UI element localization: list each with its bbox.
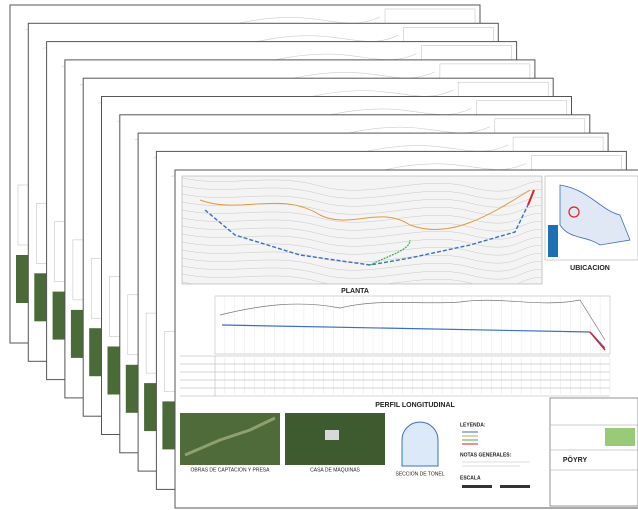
- penstock-profile: [589, 331, 606, 351]
- legend-title: LEYENDA:: [460, 422, 486, 428]
- photo-caption: CASA DE MAQUINAS: [310, 467, 360, 473]
- location-map: [559, 184, 631, 246]
- penstock: [527, 189, 535, 206]
- front-sheet: PLANTA UBICACION PERFIL LONGITUDINAL OBR…: [174, 169, 638, 509]
- contour: [182, 185, 542, 200]
- aerial-photo: [180, 413, 280, 465]
- contour: [182, 193, 542, 208]
- contour: [182, 273, 542, 284]
- location-legend-bar: [548, 225, 558, 257]
- contour: [182, 225, 542, 240]
- tunnel-caption: SECCION DE TONEL: [396, 471, 445, 477]
- scale-title: ESCALA: [460, 475, 481, 481]
- location-marker: [568, 206, 580, 218]
- scale-bar: [500, 485, 530, 488]
- profile-table: [180, 355, 611, 397]
- notes-title: NOTAS GENERALES:: [460, 452, 512, 458]
- profile-title: PERFIL LONGITUDINAL: [375, 402, 455, 409]
- scale-bar: [462, 485, 492, 488]
- contour: [182, 241, 542, 256]
- photo-caption: OBRAS DE CAPTACION Y PRESA: [191, 467, 271, 473]
- title-block: [549, 397, 638, 507]
- plan-title: PLANTA: [341, 288, 369, 295]
- contour: [182, 265, 542, 280]
- contour: [182, 257, 542, 272]
- client-logo: [605, 428, 635, 446]
- company-logo: PÖYRY: [563, 455, 588, 464]
- location-title: UBICACION: [570, 265, 610, 272]
- contours: [182, 177, 542, 284]
- contour: [182, 177, 542, 192]
- contour: [182, 217, 542, 232]
- terrain-profile: [219, 299, 606, 341]
- photo-detail: [184, 416, 276, 457]
- contour: [182, 249, 542, 264]
- tunnel-alignment: [204, 204, 529, 266]
- contour: [182, 209, 542, 224]
- photo-detail: [325, 430, 339, 440]
- access-road: [369, 239, 411, 266]
- river: [199, 189, 531, 230]
- tunnel-section: [401, 421, 439, 467]
- profile-grid: [214, 296, 611, 354]
- contour: [182, 233, 542, 248]
